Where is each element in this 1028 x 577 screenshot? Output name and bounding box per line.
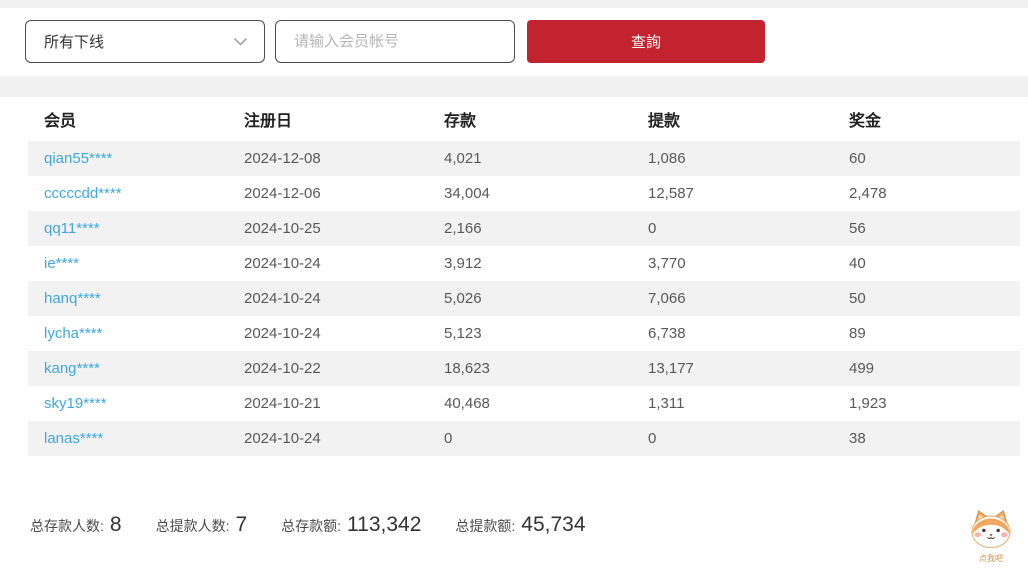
member-link[interactable]: sky19****	[44, 395, 107, 412]
bonus-cell: 40	[849, 255, 866, 272]
deposit-cell: 5,123	[444, 325, 482, 342]
total-deposit-amount-value: 113,342	[347, 513, 422, 536]
column-header-bonus: 奖金	[849, 113, 882, 130]
regdate-cell: 2024-10-24	[244, 290, 321, 307]
regdate-cell: 2024-10-24	[244, 255, 321, 272]
bonus-cell: 89	[849, 325, 866, 342]
deposit-cell: 40,468	[444, 395, 490, 412]
total-withdrawers-label: 总提款人数:	[155, 518, 230, 534]
withdrawal-cell: 1,311	[648, 395, 685, 412]
withdrawal-cell: 7,066	[648, 290, 686, 307]
regdate-cell: 2024-10-24	[244, 430, 321, 447]
total-withdrawal-amount-value: 45,734	[521, 513, 586, 536]
column-header-deposit: 存款	[444, 113, 477, 130]
column-header-withdrawal: 提款	[648, 113, 681, 130]
deposit-cell: 5,026	[444, 290, 482, 307]
total-depositors: 总存款人数: 8	[30, 513, 122, 537]
bonus-cell: 50	[849, 290, 866, 307]
regdate-cell: 2024-12-06	[244, 185, 321, 202]
bonus-cell: 2,478	[849, 185, 887, 202]
total-depositors-value: 8	[109, 513, 122, 536]
member-link[interactable]: lanas****	[44, 430, 104, 447]
column-header-regdate: 注册日	[244, 113, 293, 130]
regdate-cell: 2024-10-21	[244, 395, 321, 412]
deposit-cell: 3,912	[444, 255, 482, 272]
withdrawal-cell: 1,086	[648, 150, 686, 167]
regdate-cell: 2024-10-22	[244, 360, 321, 377]
bonus-cell: 38	[849, 430, 866, 447]
withdrawal-cell: 13,177	[648, 360, 694, 377]
bonus-cell: 56	[849, 220, 866, 237]
withdrawal-cell: 6,738	[648, 325, 686, 342]
regdate-cell: 2024-10-24	[244, 325, 321, 342]
member-link[interactable]: lycha****	[44, 325, 103, 342]
total-deposit-amount-label: 总存款额:	[281, 518, 342, 534]
query-button[interactable]: 查詢	[527, 20, 765, 63]
total-withdrawers: 总提款人数: 7	[156, 513, 248, 537]
total-withdrawal-amount-label: 总提款额:	[455, 518, 516, 534]
table-row: lanas**** 2024-10-24 0 0 38	[28, 421, 1020, 456]
member-link[interactable]: hanq****	[44, 290, 101, 307]
deposit-cell: 18,623	[444, 360, 490, 377]
regdate-cell: 2024-12-08	[244, 150, 321, 167]
table-row: qian55**** 2024-12-08 4,021 1,086 60	[28, 141, 1020, 176]
divider-band	[0, 76, 1028, 97]
table-row: hanq**** 2024-10-24 5,026 7,066 50	[28, 281, 1020, 316]
member-link[interactable]: qian55****	[44, 150, 113, 167]
bonus-cell: 1,923	[849, 395, 887, 412]
member-link[interactable]: cccccdd****	[44, 185, 122, 202]
member-link[interactable]: ie****	[44, 255, 80, 272]
member-link[interactable]: kang****	[44, 360, 100, 377]
table-row: sky19**** 2024-10-21 40,468 1,311 1,923	[28, 386, 1020, 421]
bonus-cell: 60	[849, 150, 866, 167]
table-row: lycha**** 2024-10-24 5,123 6,738 89	[28, 316, 1020, 351]
total-withdrawal-amount: 总提款额: 45,734	[455, 513, 585, 537]
bonus-cell: 499	[849, 360, 875, 377]
top-band	[0, 0, 1028, 8]
shiba-dog-icon	[968, 510, 1014, 553]
table-header-row: 会员 注册日 存款 提款 奖金	[28, 97, 1020, 141]
total-withdrawers-value: 7	[235, 513, 248, 536]
withdrawal-cell: 0	[648, 220, 657, 237]
withdrawal-cell: 0	[648, 430, 657, 447]
total-deposit-amount: 总存款额: 113,342	[281, 513, 421, 537]
table-row: cccccdd**** 2024-12-06 34,004 12,587 2,4…	[28, 176, 1020, 211]
member-account-input[interactable]	[275, 20, 515, 63]
chevron-down-icon	[233, 37, 248, 46]
downline-table: 会员 注册日 存款 提款 奖金 qian55**** 2024-12-08 4,…	[28, 97, 1020, 456]
summary-totals: 总存款人数: 8 总提款人数: 7 总存款额: 113,342 总提款额: 45…	[30, 513, 586, 537]
member-link[interactable]: qq11****	[44, 220, 100, 237]
table-row: ie**** 2024-10-24 3,912 3,770 40	[28, 246, 1020, 281]
withdrawal-cell: 12,587	[648, 185, 694, 202]
mascot-caption: 点我吧	[979, 554, 1003, 563]
downline-filter-select[interactable]: 所有下线	[25, 20, 265, 63]
table-row: kang**** 2024-10-22 18,623 13,177 499	[28, 351, 1020, 386]
deposit-cell: 0	[444, 430, 453, 447]
deposit-cell: 34,004	[444, 185, 490, 202]
withdrawal-cell: 3,770	[648, 255, 686, 272]
column-header-member: 会员	[44, 113, 77, 130]
downline-filter-value: 所有下线	[44, 34, 105, 51]
total-depositors-label: 总存款人数:	[30, 518, 104, 534]
table-row: qq11**** 2024-10-25 2,166 0 56	[28, 211, 1020, 246]
regdate-cell: 2024-10-25	[244, 220, 321, 237]
deposit-cell: 4,021	[444, 150, 482, 167]
deposit-cell: 2,166	[444, 220, 482, 237]
mascot-widget[interactable]: 点我吧	[966, 509, 1016, 564]
